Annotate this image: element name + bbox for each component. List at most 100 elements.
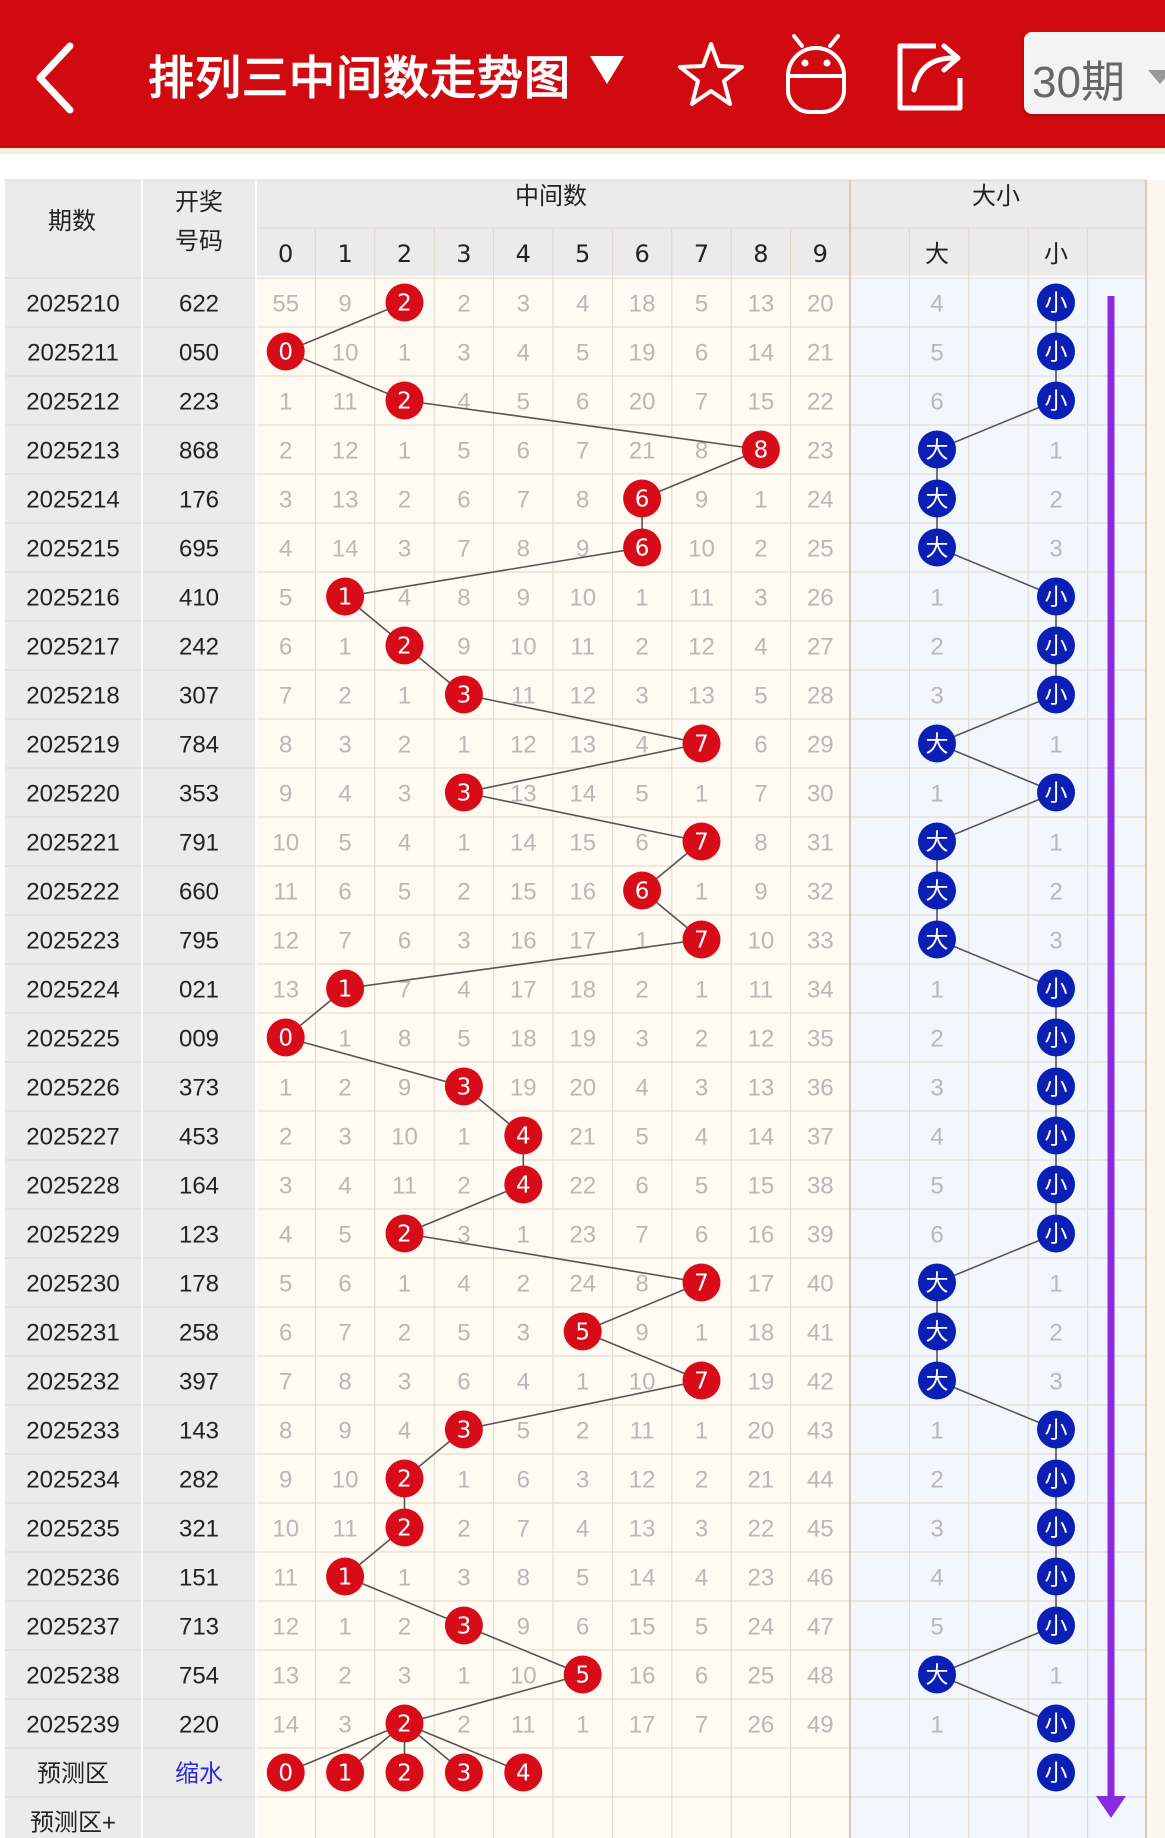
miss-count: 12: [272, 928, 299, 955]
miss-count: 1: [695, 781, 708, 808]
miss-count: 33: [807, 928, 834, 955]
size-ball: 大: [918, 1361, 956, 1400]
size-ball-circle: [1037, 969, 1075, 1008]
miss-count: 49: [807, 1712, 834, 1739]
prediction-ball-label: 2: [397, 1761, 412, 1787]
row-period: 2025222: [26, 879, 119, 906]
miss-count: 4: [279, 1222, 292, 1249]
header-group-middle: 中间数: [515, 182, 587, 210]
miss-count: 6: [576, 1614, 589, 1641]
miss-count: 1: [338, 1026, 351, 1053]
miss-count: 8: [695, 438, 708, 465]
row-draw-number: 220: [179, 1712, 219, 1739]
miss-count: 3: [338, 1712, 351, 1739]
middle-number-ball-circle: [504, 1116, 543, 1155]
miss-count: 7: [517, 1516, 530, 1543]
miss-count: 14: [629, 1565, 656, 1592]
middle-number-ball-label: 1: [338, 585, 353, 611]
middle-number-ball-circle: [682, 822, 721, 861]
miss-count: 6: [338, 1271, 351, 1298]
middle-number-ball: 7: [682, 724, 721, 763]
middle-number-ball: 2: [385, 626, 424, 665]
header-digit-6: 6: [634, 240, 649, 268]
size-ball-label: 小: [1045, 291, 1068, 317]
size-miss-count: 1: [1049, 830, 1062, 857]
row-period: 2025216: [26, 585, 119, 612]
miss-count: 1: [695, 879, 708, 906]
middle-number-ball-label: 2: [397, 1222, 412, 1248]
miss-count: 5: [517, 389, 530, 416]
miss-count: 12: [332, 438, 359, 465]
miss-count: 4: [338, 781, 351, 808]
middle-number-ball-circle: [266, 332, 305, 371]
size-miss-count: 1: [930, 1712, 943, 1739]
miss-count: 14: [332, 536, 359, 563]
size-ball-label: 大: [926, 830, 949, 856]
period-select[interactable]: 30期: [1024, 32, 1165, 114]
miss-count: 9: [338, 291, 351, 318]
row-draw-number: 321: [179, 1516, 219, 1543]
miss-count: 6: [695, 1663, 708, 1690]
miss-count: 10: [688, 536, 715, 563]
middle-number-ball: 2: [385, 283, 424, 322]
size-ball-label: 小: [1045, 389, 1068, 415]
miss-count: 5: [457, 1320, 470, 1347]
miss-count: 18: [748, 1320, 775, 1347]
size-ball-circle: [1037, 626, 1075, 665]
middle-number-ball: 3: [444, 1067, 483, 1106]
size-ball: 大: [918, 822, 956, 861]
header-size-small: 小: [1044, 240, 1068, 268]
miss-count: 22: [807, 389, 834, 416]
prediction-size-ball-circle: [1037, 1753, 1075, 1792]
size-miss-count: 6: [930, 389, 943, 416]
trend-line: [463, 693, 702, 745]
miss-count: 20: [569, 1075, 596, 1102]
miss-count: 15: [629, 1614, 656, 1641]
middle-number-ball-label: 5: [575, 1320, 590, 1346]
miss-count: 1: [695, 1320, 708, 1347]
size-area-bg: [850, 278, 1146, 1838]
robot-assistant-icon[interactable]: [780, 32, 852, 116]
miss-count: 10: [748, 928, 775, 955]
miss-count: 5: [576, 1565, 589, 1592]
middle-number-ball-label: 3: [457, 781, 472, 807]
miss-count: 8: [279, 1418, 292, 1445]
middle-number-ball-label: 2: [397, 1516, 412, 1542]
miss-count: 13: [629, 1516, 656, 1543]
size-ball: 小: [1037, 675, 1075, 714]
prediction-line: [404, 1722, 524, 1774]
middle-number-ball-circle: [623, 528, 662, 567]
page-title[interactable]: 排列三中间数走势图: [148, 51, 571, 105]
miss-count: 4: [754, 634, 767, 661]
miss-count: 9: [398, 1075, 411, 1102]
miss-count: 23: [748, 1565, 775, 1592]
miss-count: 21: [748, 1467, 775, 1494]
middle-number-ball: 2: [385, 1459, 424, 1498]
trend-line: [404, 1673, 583, 1725]
prediction-ball-circle: [504, 1753, 543, 1792]
miss-count: 4: [695, 1565, 708, 1592]
middle-number-ball-label: 3: [457, 1075, 472, 1101]
miss-count: 46: [807, 1565, 834, 1592]
back-arrow-icon[interactable]: [28, 38, 88, 118]
size-ball-label: 小: [1045, 781, 1068, 807]
share-icon[interactable]: [892, 38, 968, 114]
size-ball-label: 小: [1045, 1565, 1068, 1591]
miss-count: 3: [517, 291, 530, 318]
prediction-label: 预测区: [37, 1761, 109, 1788]
miss-count: 19: [569, 1026, 596, 1053]
miss-count: 6: [338, 879, 351, 906]
miss-count: 23: [807, 438, 834, 465]
miss-count: 16: [748, 1222, 775, 1249]
trend-line: [344, 1575, 465, 1627]
size-miss-count: 3: [930, 683, 943, 710]
row-period: 2025239: [26, 1712, 119, 1739]
miss-count: 4: [576, 1516, 589, 1543]
miss-count: 6: [635, 830, 648, 857]
miss-count: 2: [338, 1075, 351, 1102]
miss-count: 3: [695, 1516, 708, 1543]
prediction-ball-circle: [444, 1753, 483, 1792]
title-dropdown-icon[interactable]: [588, 52, 626, 90]
favorite-star-icon[interactable]: [676, 40, 746, 110]
header-group-size: 大小: [972, 182, 1020, 210]
